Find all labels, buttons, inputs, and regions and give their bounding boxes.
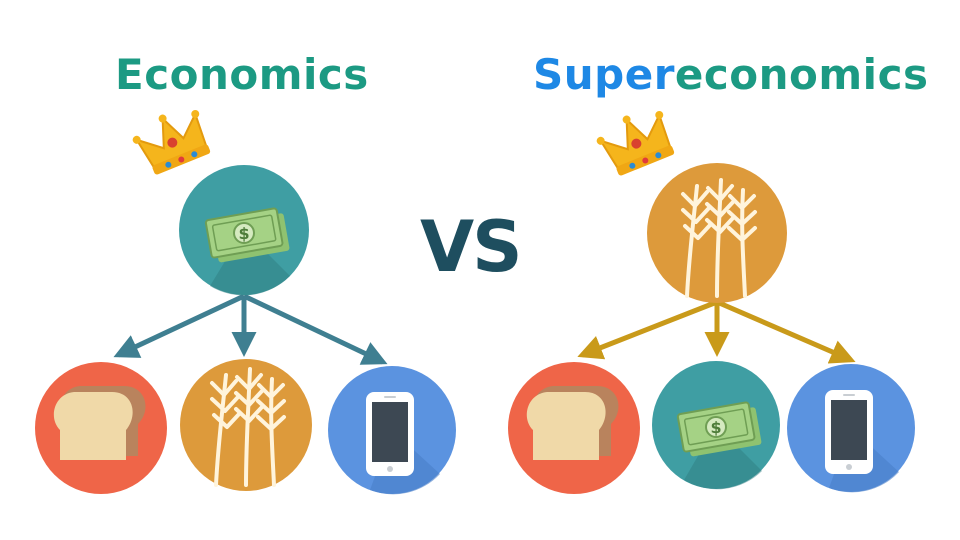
left-phone-node [328,366,456,495]
crown-icon [590,101,680,181]
bread-icon [526,386,619,460]
right-money-node [652,361,780,490]
right-arrow-bread [577,299,718,360]
phone-icon [366,392,414,476]
left-arrows [113,293,388,365]
supereconomics-title-suffix: economics [674,50,929,99]
supereconomics-title: Supereconomics [533,50,928,99]
left-bread-node [35,362,167,494]
right-wheat-node [647,163,787,303]
left-money-node [179,165,309,296]
crown-icon [126,100,216,180]
right-phone-node [787,364,915,493]
right-arrow-phone [716,299,856,364]
vs-label: VS [420,206,523,288]
phone-icon [825,390,873,474]
left-arrow-bread [113,293,246,358]
economics-title: Economics [115,50,369,99]
bread-icon [53,386,146,460]
right-arrows [577,299,856,364]
left-arrow-phone [242,293,388,365]
supereconomics-title-prefix: Super [533,50,675,99]
right-bread-node [508,362,640,494]
left-wheat-node [180,359,312,491]
